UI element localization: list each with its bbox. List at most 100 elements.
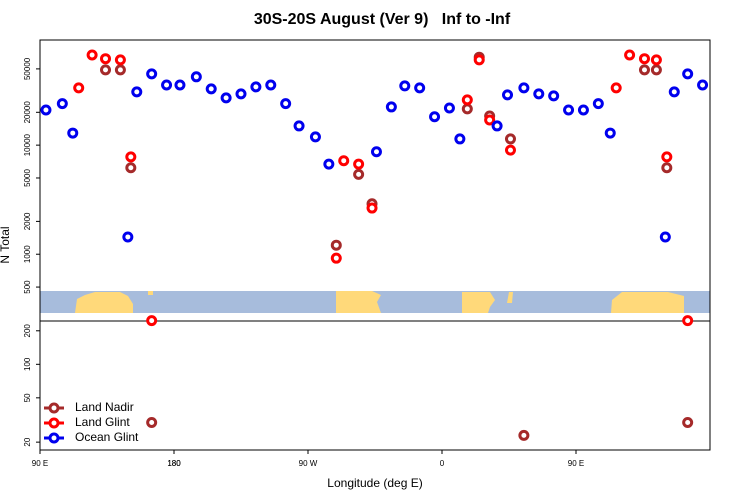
point: [56, 98, 68, 110]
y-tick-label: 50000: [23, 57, 32, 80]
point: [638, 64, 650, 76]
point: [73, 82, 85, 94]
point: [563, 104, 575, 116]
point: [235, 88, 247, 100]
point: [533, 88, 545, 100]
point: [638, 53, 650, 65]
point: [484, 114, 496, 126]
point: [146, 417, 158, 429]
point: [114, 54, 126, 66]
point: [461, 94, 473, 106]
point: [353, 158, 365, 170]
point: [443, 102, 455, 114]
point: [293, 120, 305, 132]
point: [682, 315, 694, 327]
y-tick-label: 1000: [23, 245, 32, 263]
point: [205, 83, 217, 95]
y-tick-label: 10000: [23, 133, 32, 156]
legend-marker: [48, 432, 60, 444]
point: [518, 82, 530, 94]
point: [454, 133, 466, 145]
point: [131, 86, 143, 98]
point: [668, 86, 680, 98]
point: [125, 162, 137, 174]
point: [265, 79, 277, 91]
point: [366, 202, 378, 214]
point: [146, 68, 158, 80]
y-tick-label: 100: [23, 357, 32, 371]
y-tick-label: 500: [23, 280, 32, 294]
point: [250, 81, 262, 93]
chart-title: 30S-20S August (Ver 9) Inf to -Inf: [254, 11, 511, 28]
point: [414, 82, 426, 94]
legend-marker: [48, 417, 60, 429]
point: [190, 71, 202, 83]
legend-marker: [48, 402, 60, 414]
point: [330, 252, 342, 264]
x-tick-label: 0: [440, 459, 445, 468]
y-axis-label: N Total: [0, 226, 12, 263]
point: [338, 155, 350, 167]
point: [67, 127, 79, 139]
y-tick-label: 20: [23, 437, 32, 446]
legend-label: Ocean Glint: [75, 430, 139, 444]
point: [40, 104, 52, 116]
legend-label: Land Nadir: [75, 400, 134, 414]
point: [650, 54, 662, 66]
point: [548, 90, 560, 102]
point: [473, 54, 485, 66]
point: [323, 158, 335, 170]
point: [399, 80, 411, 92]
point: [659, 231, 671, 243]
point: [220, 92, 232, 104]
point: [146, 315, 158, 327]
point: [604, 127, 616, 139]
point: [504, 133, 516, 145]
y-tick-label: 20000: [23, 101, 32, 124]
point: [610, 82, 622, 94]
x-tick-label: 90 W: [299, 459, 318, 468]
point: [309, 131, 321, 143]
point: [353, 168, 365, 180]
legend-label: Land Glint: [75, 415, 130, 429]
point: [461, 103, 473, 115]
point: [504, 144, 516, 156]
point: [161, 79, 173, 91]
point: [661, 162, 673, 174]
point: [100, 53, 112, 65]
x-tick-label: 180: [167, 459, 181, 468]
y-tick-label: 2000: [23, 212, 32, 230]
point: [100, 64, 112, 76]
point: [491, 120, 503, 132]
point: [370, 146, 382, 158]
x-tick-label: 90 E: [32, 459, 48, 468]
point: [518, 429, 530, 441]
point: [650, 64, 662, 76]
point: [125, 151, 137, 163]
point: [429, 111, 441, 123]
x-tick-label: 180: [167, 459, 181, 468]
point: [114, 64, 126, 76]
point: [697, 79, 709, 91]
y-tick-label: 200: [23, 324, 32, 338]
point: [502, 89, 514, 101]
plot-frame: [39, 39, 711, 451]
point: [122, 231, 134, 243]
point: [624, 49, 636, 61]
point: [330, 239, 342, 251]
y-tick-label: 5000: [23, 169, 32, 187]
point: [682, 68, 694, 80]
point: [661, 151, 673, 163]
x-tick-label: 90 E: [568, 459, 584, 468]
map-band: [40, 291, 710, 313]
point: [385, 101, 397, 113]
x-axis-label: Longitude (deg E): [327, 476, 422, 490]
point: [592, 98, 604, 110]
point: [682, 417, 694, 429]
y-tick-label: 50: [23, 393, 32, 402]
point: [174, 79, 186, 91]
point: [280, 98, 292, 110]
point: [577, 104, 589, 116]
point: [86, 49, 98, 61]
